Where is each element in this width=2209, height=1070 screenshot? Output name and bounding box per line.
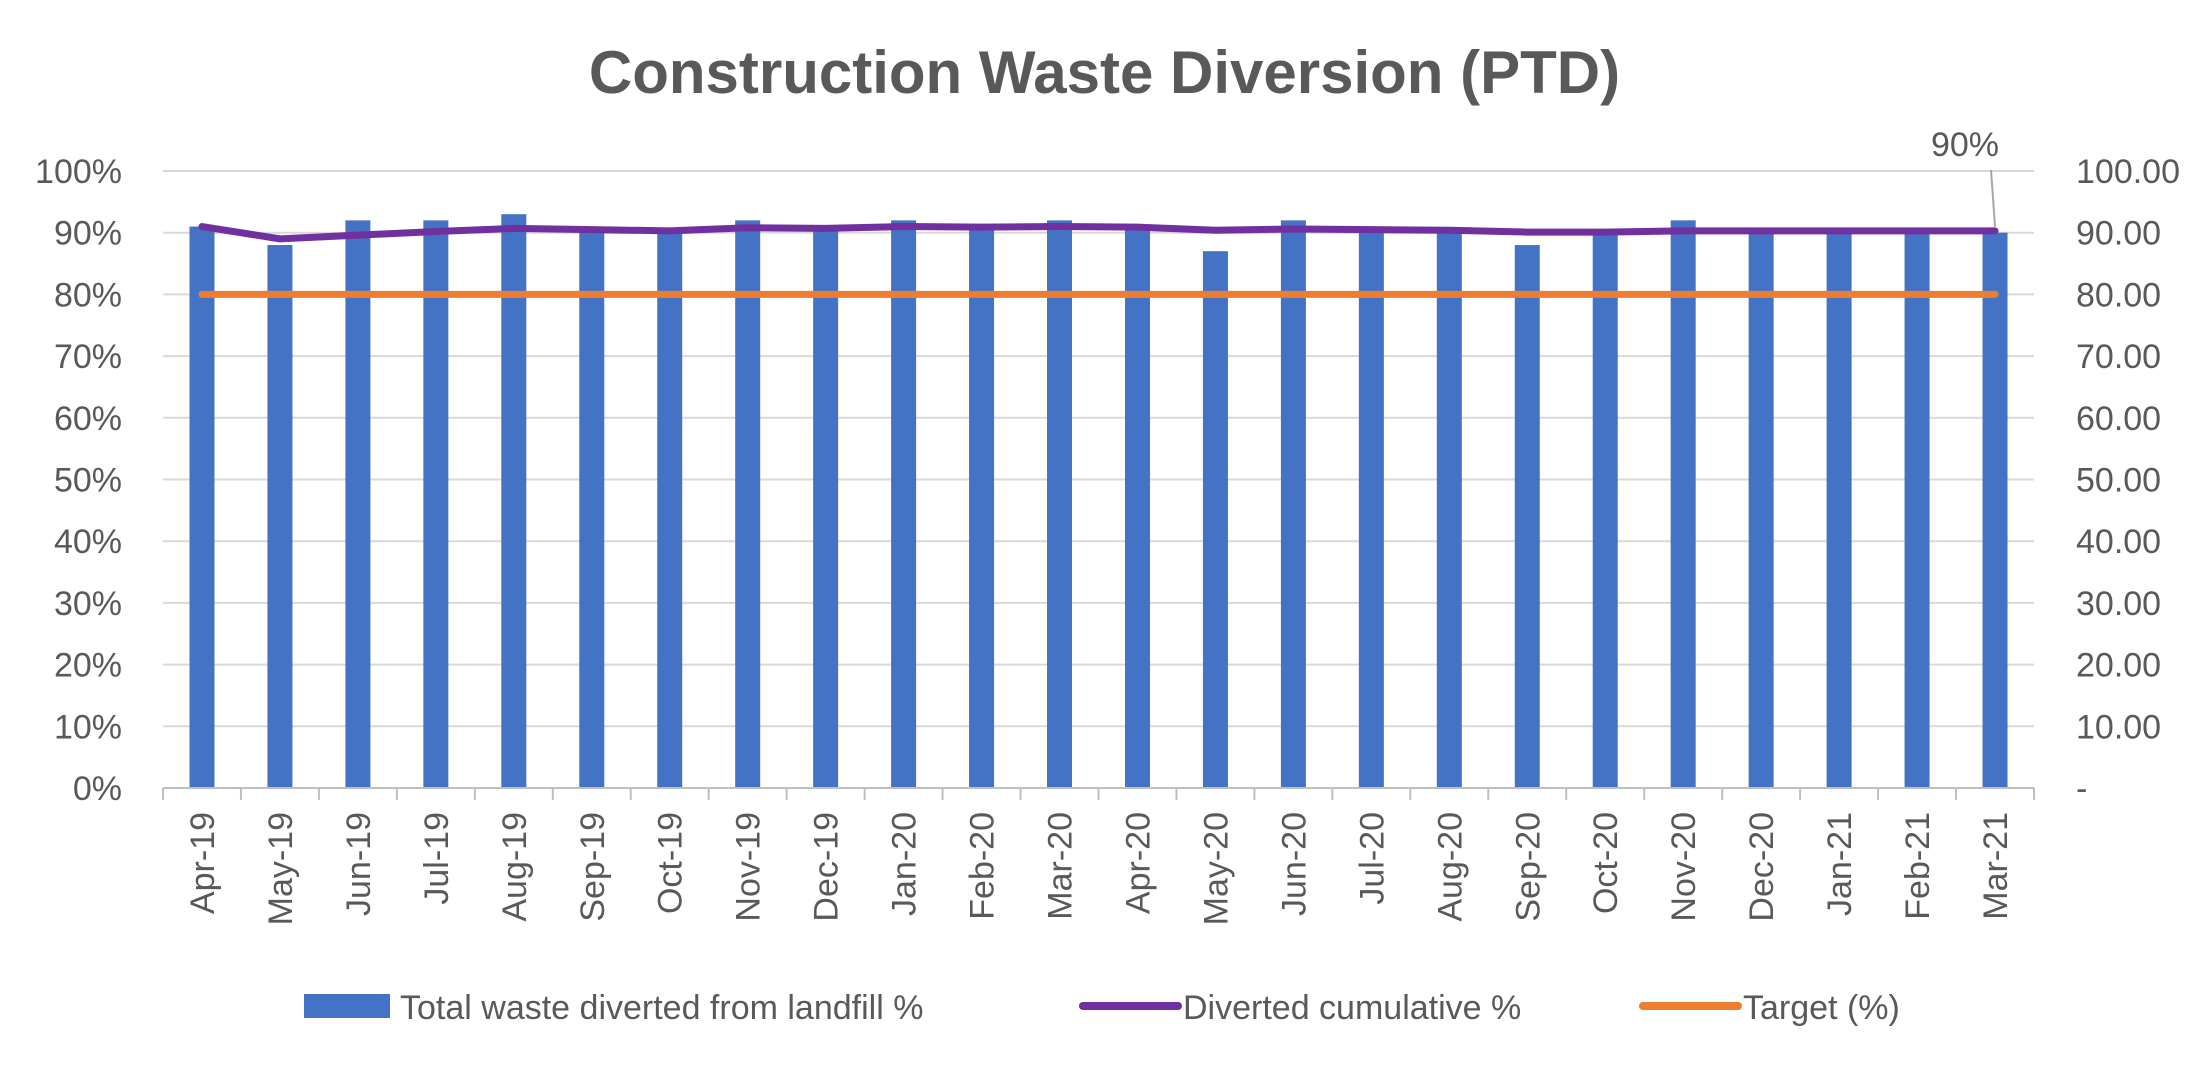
bar [1904, 232, 1930, 788]
x-tick-label: Apr-19 [184, 812, 222, 914]
bar [1982, 232, 2008, 788]
x-tick-label: May-20 [1197, 812, 1235, 925]
x-tick-label: Nov-19 [730, 812, 768, 922]
bar [1124, 226, 1150, 788]
bar [1280, 220, 1306, 789]
y-right-tick-label: 90.00 [2076, 215, 2161, 253]
y-right-tick-label: - [2076, 770, 2087, 808]
bar [891, 220, 917, 789]
x-tick-label: Jun-20 [1275, 812, 1313, 916]
bar [1748, 232, 1774, 788]
y-right-tick-label: 50.00 [2076, 462, 2161, 500]
x-tick-label: Nov-20 [1665, 812, 1703, 922]
y-right-tick-label: 60.00 [2076, 400, 2161, 438]
y-right-tick-label: 70.00 [2076, 338, 2161, 376]
x-tick-label: Dec-19 [808, 812, 846, 922]
y-left-tick-label: 50% [54, 462, 122, 500]
bar [423, 220, 449, 789]
bar [735, 220, 761, 789]
x-tick-label: Sep-20 [1509, 812, 1547, 922]
x-tick-label: Jan-20 [886, 812, 924, 916]
x-tick-label: Sep-19 [574, 812, 612, 922]
y-left-tick-label: 10% [54, 708, 122, 746]
y-left-tick-label: 60% [54, 400, 122, 438]
x-tick-label: Feb-21 [1899, 812, 1937, 920]
bar [813, 226, 839, 788]
bar [1514, 245, 1540, 789]
x-tick-label: Mar-20 [1042, 812, 1080, 920]
x-tick-label: Oct-20 [1587, 812, 1625, 914]
x-tick-label: Feb-20 [964, 812, 1002, 920]
bar [1358, 226, 1384, 788]
legend-label: Target (%) [1743, 989, 1900, 1027]
x-tick-label: Jun-19 [340, 812, 378, 916]
line-series [198, 223, 1999, 298]
bar [501, 214, 527, 788]
bar [1592, 232, 1618, 788]
legend-label: Total waste diverted from landfill % [400, 989, 923, 1027]
bar [345, 220, 371, 789]
x-tick-label: Dec-20 [1743, 812, 1781, 922]
axes: 0% - 10% 10.00 20% 20.00 30% 30.00 40% 40.00 50% 50… [35, 153, 2180, 925]
annotation: 90% [1931, 126, 1999, 227]
bar [1670, 220, 1696, 789]
y-left-tick-label: 70% [54, 338, 122, 376]
annotation-leader-line [1990, 169, 1997, 227]
x-tick-label: Mar-21 [1977, 812, 2015, 920]
y-left-tick-label: 80% [54, 276, 122, 314]
x-tick-label: Oct-19 [652, 812, 690, 914]
y-right-tick-label: 100.00 [2076, 153, 2180, 191]
series-line [198, 223, 1999, 243]
x-tick-label: Jul-20 [1353, 812, 1391, 905]
legend: Total waste diverted from landfill % Dive… [304, 989, 1900, 1027]
legend-label: Diverted cumulative % [1183, 989, 1521, 1027]
y-left-tick-label: 20% [54, 647, 122, 685]
y-left-tick-label: 0% [73, 770, 122, 808]
legend-swatch [304, 994, 390, 1018]
x-tick-label: Aug-19 [496, 812, 534, 922]
bar [1826, 232, 1852, 788]
bar [657, 232, 683, 788]
bar [1047, 220, 1073, 789]
bar [969, 226, 995, 788]
bar-series [189, 214, 2008, 789]
bar [579, 226, 605, 788]
bar [189, 226, 215, 788]
y-left-tick-label: 30% [54, 585, 122, 623]
bar [1436, 232, 1462, 788]
x-tick-label: Aug-20 [1431, 812, 1469, 922]
y-left-tick-label: 90% [54, 215, 122, 253]
x-tick-label: Apr-20 [1119, 812, 1157, 914]
y-right-tick-label: 20.00 [2076, 647, 2161, 685]
y-left-tick-label: 40% [54, 523, 122, 561]
y-left-tick-label: 100% [35, 153, 122, 191]
x-tick-label: Jan-21 [1821, 812, 1859, 916]
y-right-tick-label: 10.00 [2076, 708, 2161, 746]
annotation-label: 90% [1931, 126, 1999, 164]
bar [267, 245, 293, 789]
x-tick-label: May-19 [262, 812, 300, 925]
y-right-tick-label: 30.00 [2076, 585, 2161, 623]
bar [1202, 251, 1228, 788]
y-right-tick-label: 80.00 [2076, 276, 2161, 314]
y-right-tick-label: 40.00 [2076, 523, 2161, 561]
x-tick-label: Jul-19 [418, 812, 456, 905]
chart-title: Construction Waste Diversion (PTD) [588, 39, 1621, 106]
